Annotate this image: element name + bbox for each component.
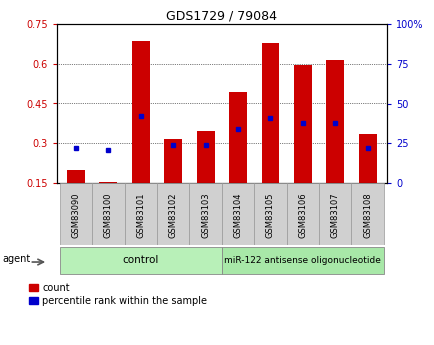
Bar [358,134,376,183]
Bar [286,183,319,245]
Bar [229,91,247,183]
Bar [221,246,383,275]
Text: GSM83106: GSM83106 [298,192,307,238]
Bar [326,60,343,183]
Text: GSM83107: GSM83107 [330,192,339,238]
Text: GSM83108: GSM83108 [362,192,372,238]
Bar [261,43,279,183]
Bar [59,246,221,275]
Text: agent: agent [3,254,31,264]
Bar [124,183,157,245]
Bar [351,183,383,245]
Text: GSM83103: GSM83103 [201,192,210,238]
Text: miR-122 antisense oligonucleotide: miR-122 antisense oligonucleotide [224,256,381,265]
Bar [67,170,85,183]
Bar [164,139,182,183]
Title: GDS1729 / 79084: GDS1729 / 79084 [166,10,277,23]
Text: GSM83104: GSM83104 [233,192,242,238]
Bar [92,183,124,245]
Bar [293,65,311,183]
Bar [196,131,214,183]
Bar [59,183,92,245]
Text: control: control [122,256,159,265]
Text: GSM83105: GSM83105 [265,192,274,238]
Bar [132,41,149,183]
Legend: count, percentile rank within the sample: count, percentile rank within the sample [26,281,209,308]
Text: GSM83100: GSM83100 [104,192,113,238]
Bar [157,183,189,245]
Bar [189,183,221,245]
Bar [254,183,286,245]
Bar [221,183,254,245]
Text: GSM83090: GSM83090 [71,192,80,238]
Bar [99,181,117,183]
Text: GSM83102: GSM83102 [168,192,178,238]
Text: GSM83101: GSM83101 [136,192,145,238]
Bar [319,183,351,245]
